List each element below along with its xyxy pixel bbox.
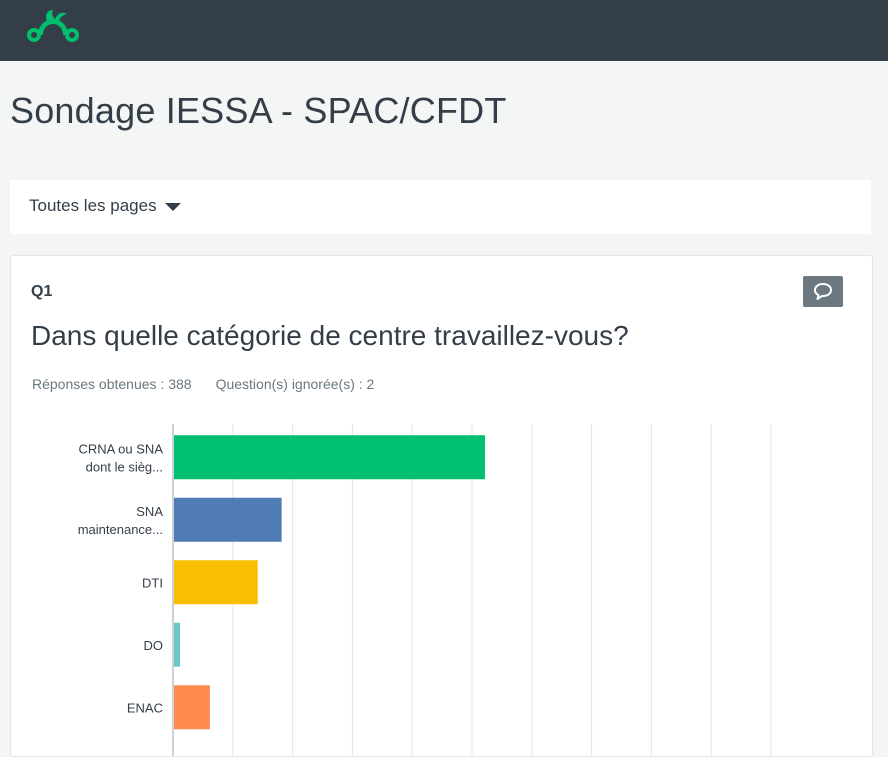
bar-chart: CRNA ou SNA dont le sièg... SNA maintenance… bbox=[78, 424, 772, 756]
bar[interactable] bbox=[174, 685, 210, 730]
bar[interactable] bbox=[174, 435, 485, 480]
question-number: Q1 bbox=[31, 283, 53, 300]
category-label-line: DO bbox=[144, 638, 164, 653]
skipped-count: Question(s) ignorée(s) : 2 bbox=[215, 376, 375, 392]
category-label: CRNA ou SNA dont le sièg... bbox=[78, 441, 163, 474]
speech-bubble-icon bbox=[814, 283, 832, 300]
category-label-line: dont le sièg... bbox=[86, 459, 163, 474]
bar[interactable] bbox=[174, 560, 258, 605]
category-label: DTI bbox=[142, 575, 163, 590]
category-label: DO bbox=[144, 638, 164, 653]
bar[interactable] bbox=[174, 497, 282, 542]
surveymonkey-logo-icon[interactable] bbox=[24, 8, 82, 48]
category-label: ENAC bbox=[127, 700, 163, 715]
comment-button[interactable] bbox=[803, 276, 843, 307]
category-label: SNA maintenance... bbox=[78, 504, 164, 537]
category-label-line: SNA bbox=[136, 504, 163, 519]
category-label-line: DTI bbox=[142, 575, 163, 590]
page-title: Sondage IESSA - SPAC/CFDT bbox=[10, 90, 507, 131]
question-card: Q1 Dans quelle catégorie de centre trava… bbox=[10, 255, 873, 757]
all-pages-dropdown[interactable]: Toutes les pages bbox=[29, 196, 181, 216]
category-label-line: CRNA ou SNA bbox=[78, 441, 163, 456]
page-filter-bar: Toutes les pages bbox=[10, 180, 871, 234]
top-navigation-bar bbox=[0, 0, 888, 61]
all-pages-label: Toutes les pages bbox=[29, 196, 157, 215]
question-title: Dans quelle catégorie de centre travaill… bbox=[31, 320, 629, 351]
category-label-line: ENAC bbox=[127, 700, 163, 715]
responses-count: Réponses obtenues : 388 bbox=[32, 376, 192, 392]
bar[interactable] bbox=[174, 622, 180, 667]
category-label-line: maintenance... bbox=[78, 522, 163, 537]
caret-down-icon bbox=[164, 202, 181, 211]
response-stats: Réponses obtenues : 388 Question(s) ignor… bbox=[32, 376, 374, 392]
